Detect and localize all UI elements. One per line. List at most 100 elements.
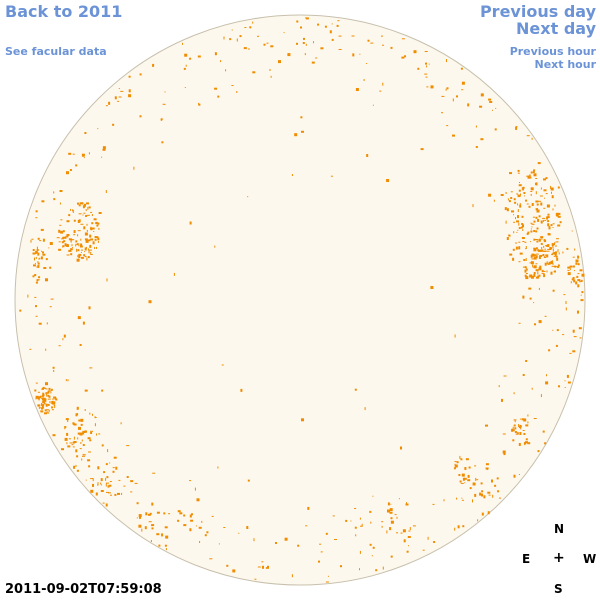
back-to-year-link[interactable]: Back to 2011 xyxy=(5,2,123,21)
facula-point xyxy=(294,133,298,137)
facula-point xyxy=(39,395,43,397)
facula-point xyxy=(223,527,226,528)
facula-point xyxy=(78,253,82,256)
facula-point xyxy=(488,98,492,101)
facula-point xyxy=(34,389,37,392)
facula-point xyxy=(75,464,77,467)
facula-point xyxy=(62,236,66,239)
facula-point xyxy=(78,419,81,422)
facula-point xyxy=(542,219,544,222)
facula-point xyxy=(150,540,152,542)
facula-point xyxy=(545,250,548,252)
facula-point xyxy=(460,482,464,484)
facula-point xyxy=(41,395,44,398)
facula-point xyxy=(552,223,555,225)
facula-point xyxy=(475,125,477,128)
solar-disk xyxy=(14,14,586,586)
facula-point xyxy=(518,227,521,229)
facula-point xyxy=(545,177,548,180)
facula-point xyxy=(409,527,411,531)
facula-point xyxy=(82,444,85,446)
facula-point xyxy=(513,474,516,478)
facula-point xyxy=(390,555,393,558)
facula-point xyxy=(305,17,309,20)
facula-point xyxy=(85,479,87,481)
facula-point xyxy=(105,483,107,487)
facula-point xyxy=(97,237,100,240)
facula-point xyxy=(558,212,561,215)
facula-point xyxy=(467,474,470,478)
facula-point xyxy=(108,492,111,494)
facula-point xyxy=(31,238,34,240)
facula-point xyxy=(569,268,571,271)
facula-point xyxy=(467,479,471,482)
facula-point xyxy=(460,458,463,461)
facula-point xyxy=(62,245,65,248)
facula-point xyxy=(514,201,517,204)
facula-point xyxy=(468,466,471,469)
facula-point xyxy=(101,156,103,158)
facula-point xyxy=(67,445,71,448)
facula-point xyxy=(60,231,64,234)
facula-point xyxy=(550,187,554,191)
next-day-link[interactable]: Next day xyxy=(516,19,596,38)
facula-point xyxy=(386,530,388,534)
facula-point xyxy=(372,546,375,549)
facula-point xyxy=(527,421,529,424)
facula-point xyxy=(253,538,255,542)
facula-point xyxy=(552,329,554,331)
facula-point xyxy=(217,466,219,469)
facula-point xyxy=(90,478,94,480)
facula-point xyxy=(351,35,355,37)
facula-point xyxy=(459,480,462,483)
facula-point xyxy=(539,255,543,257)
facula-point xyxy=(262,565,264,569)
facula-point xyxy=(317,23,320,26)
see-facular-data-link[interactable]: See facular data xyxy=(5,45,107,58)
facula-point xyxy=(106,491,109,493)
facula-point xyxy=(513,214,514,216)
facula-point xyxy=(359,550,361,554)
facula-point xyxy=(531,203,534,206)
facula-point xyxy=(35,305,37,308)
facula-point xyxy=(130,491,133,493)
facula-point xyxy=(247,479,250,482)
facula-point xyxy=(96,236,99,239)
facula-point xyxy=(95,492,98,496)
facula-point xyxy=(303,37,305,40)
facula-point xyxy=(532,171,535,174)
facula-point xyxy=(72,247,74,249)
facula-point xyxy=(543,178,546,181)
facula-point xyxy=(413,50,417,54)
facula-point xyxy=(231,85,234,86)
facula-point xyxy=(50,298,54,300)
facula-point xyxy=(40,407,44,409)
facula-point xyxy=(366,63,368,64)
facula-point xyxy=(66,442,68,445)
previous-hour-link[interactable]: Previous hour xyxy=(509,45,596,58)
facula-point xyxy=(32,249,35,251)
facula-point xyxy=(566,247,569,250)
previous-day-link[interactable]: Previous day xyxy=(479,2,596,21)
facula-point xyxy=(533,418,537,419)
facula-point xyxy=(540,187,542,190)
facula-point xyxy=(101,484,102,486)
facula-point xyxy=(80,423,83,426)
facula-point xyxy=(565,307,567,311)
next-hour-link[interactable]: Next hour xyxy=(534,58,597,71)
facula-point xyxy=(87,248,89,251)
facula-point xyxy=(86,202,89,205)
facula-point xyxy=(90,254,93,255)
facula-point xyxy=(269,69,271,71)
facula-point xyxy=(523,433,526,435)
facula-point xyxy=(126,445,130,447)
facula-point xyxy=(53,370,55,372)
facula-point xyxy=(535,255,538,259)
facula-point xyxy=(211,515,214,517)
facula-point xyxy=(464,482,466,484)
facula-point xyxy=(487,511,490,515)
facula-point xyxy=(80,238,82,241)
facula-point xyxy=(80,251,82,253)
facula-point xyxy=(123,485,126,487)
facula-point xyxy=(91,214,93,216)
